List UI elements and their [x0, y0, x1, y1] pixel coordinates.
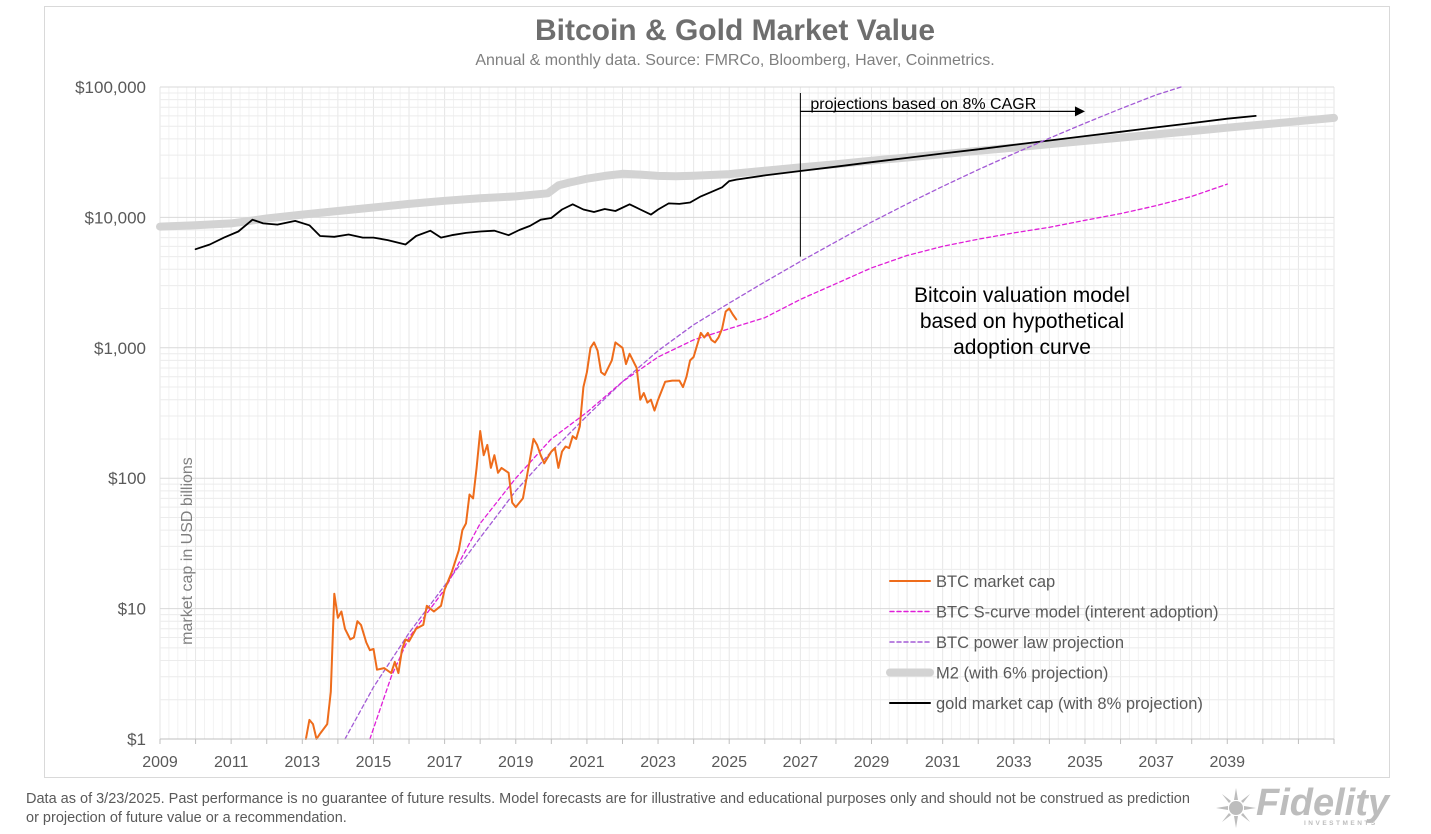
annotation-layer: projections based on 8% CAGR Bitcoin valu…: [799, 93, 1130, 359]
axis-layer: $1 $10 $100 $1,000 $10,000 $100,000 2009 2011 20…: [75, 78, 1335, 771]
legend-label: BTC power law projection: [936, 634, 1124, 652]
model-annotation-line: based on hypothetical: [920, 310, 1124, 333]
x-tick-label: 2019: [498, 754, 534, 771]
x-tick-label: 2039: [1209, 754, 1245, 771]
x-tick-label: 2021: [569, 754, 605, 771]
x-tick-label: 2037: [1138, 754, 1174, 771]
legend-label: BTC S-curve model (interent adoption): [936, 604, 1218, 622]
y-tick-label: $1,000: [94, 339, 146, 358]
series-layer: [156, 86, 1338, 740]
model-annotation-line: adoption curve: [953, 336, 1091, 359]
legend-label: M2 (with 6% projection): [936, 665, 1108, 683]
projection-arrowhead: [1074, 106, 1085, 117]
x-tick-label: 2029: [854, 754, 890, 771]
chart-subtitle: Annual & monthly data. Source: FMRCo, Bl…: [475, 52, 995, 69]
x-tick-label: 2031: [925, 754, 961, 771]
x-tick-label: 2033: [996, 754, 1032, 771]
y-tick-label: $100: [108, 469, 146, 488]
series-btc-power-law-projection: [344, 86, 1182, 740]
x-tick-label: 2027: [783, 754, 819, 771]
y-tick-label: $1: [127, 730, 146, 749]
grid-layer: [159, 86, 1335, 740]
y-tick-label: $100,000: [75, 78, 146, 97]
x-tick-label: 2025: [711, 754, 747, 771]
chart-title: Bitcoin & Gold Market Value: [534, 14, 936, 47]
chart-frame: [44, 6, 1390, 778]
x-tick-label: 2035: [1067, 754, 1103, 771]
logo-subtext: INVESTMENTS: [1304, 820, 1378, 827]
x-tick-label: 2017: [427, 754, 463, 771]
series-btc-s-curve-model-interent-adoption: [369, 183, 1228, 740]
x-tick-label: 2015: [356, 754, 392, 771]
model-annotation-line: Bitcoin valuation model: [914, 284, 1130, 307]
logo-text: Fidelity: [1256, 782, 1390, 824]
x-tick-label: 2009: [142, 754, 178, 771]
x-tick-label: 2023: [640, 754, 676, 771]
fidelity-logo: Fidelity INVESTMENTS: [1212, 782, 1417, 830]
fidelity-burst-icon: [1216, 788, 1256, 828]
y-axis-label: market cap in USD billions: [179, 457, 196, 645]
series-m2-with-6-projection: [156, 113, 1338, 231]
legend-label: BTC market cap: [936, 573, 1055, 591]
legend: BTC market cap BTC S-curve model (interen…: [886, 573, 1218, 713]
x-tick-label: 2013: [285, 754, 321, 771]
y-tick-label: $10,000: [85, 208, 146, 227]
projection-label: projections based on 8% CAGR: [810, 96, 1036, 113]
legend-label: gold market cap (with 8% projection): [936, 695, 1203, 713]
x-tick-label: 2011: [214, 754, 249, 771]
series-gold-market-cap-with-8-projection: [194, 115, 1257, 251]
y-tick-label: $10: [118, 600, 146, 619]
series-btc-market-cap: [304, 307, 738, 740]
footer-disclaimer: Data as of 3/23/2025. Past performance i…: [26, 791, 1190, 826]
